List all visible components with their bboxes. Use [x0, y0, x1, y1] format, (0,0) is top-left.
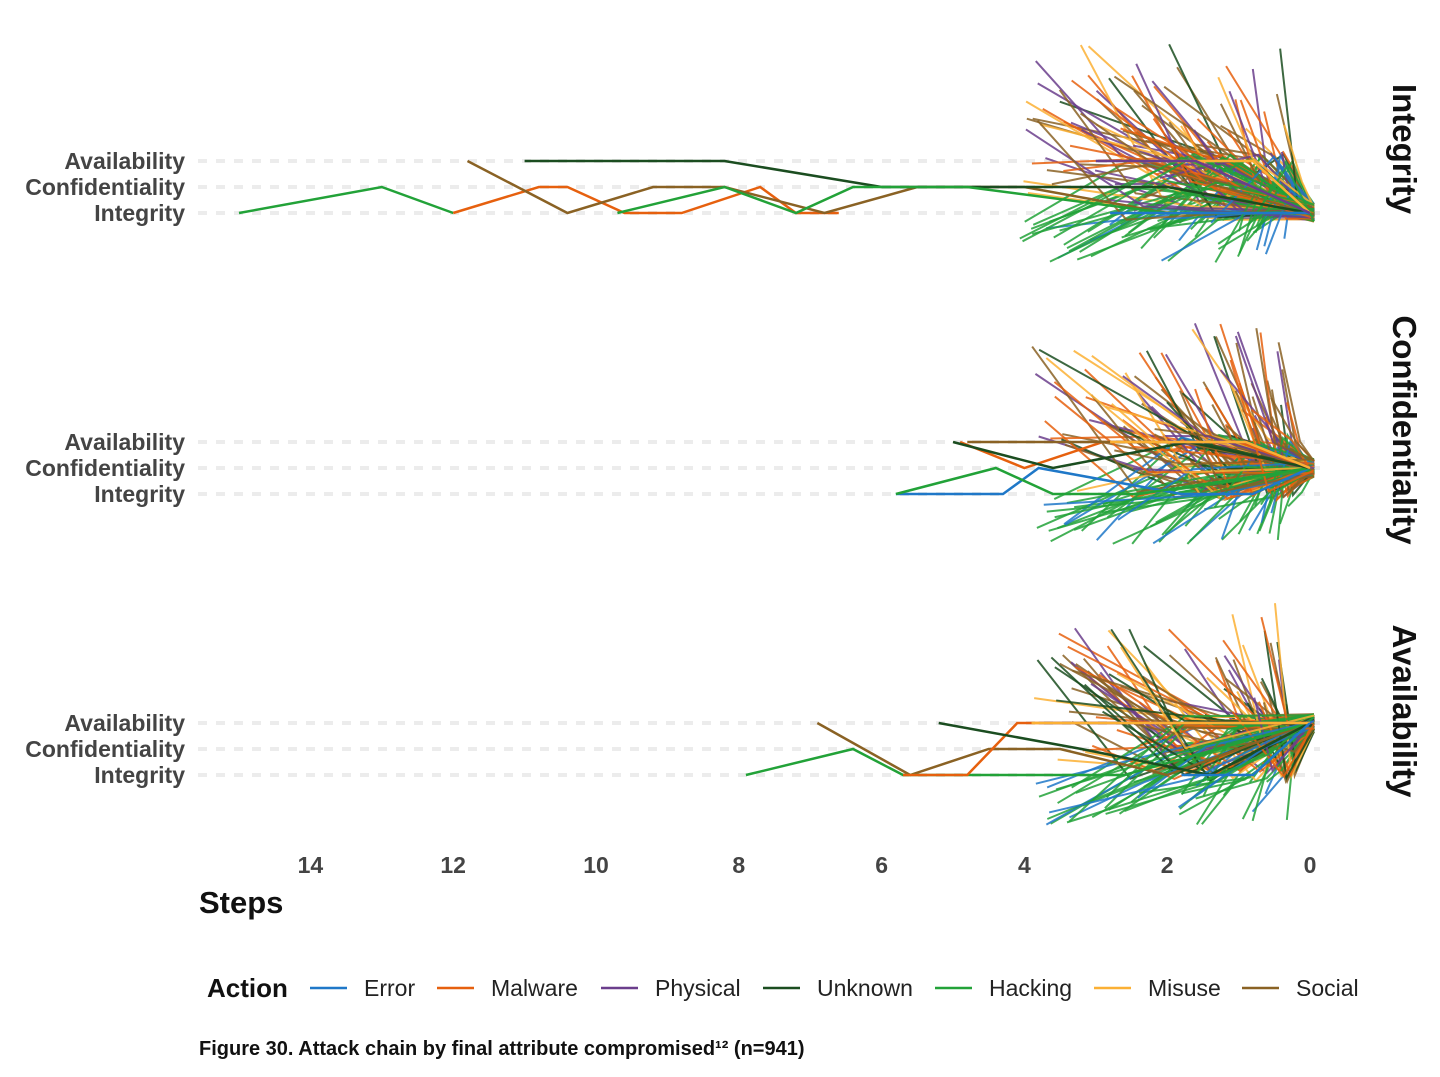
- chain-line-social: [1051, 163, 1315, 216]
- series-lines: [238, 43, 1315, 263]
- x-tick-label: 2: [1161, 852, 1174, 878]
- figure-caption: Figure 30. Attack chain by final attribu…: [199, 1038, 805, 1060]
- legend-item-physical: Physical: [601, 975, 741, 1001]
- y-label-confidentiality: Confidentiality: [25, 174, 185, 200]
- x-tick-label: 8: [732, 852, 745, 878]
- chain-line-hacking: [1131, 433, 1315, 545]
- legend-item-malware: Malware: [437, 975, 578, 1001]
- x-tick-label: 12: [440, 852, 466, 878]
- series-lines: [895, 323, 1315, 545]
- chain-line-hacking: [1053, 155, 1315, 239]
- chain-line-social: [1201, 426, 1315, 476]
- chain-line-misuse: [1045, 357, 1315, 474]
- chain-line-error: [1210, 155, 1315, 224]
- chain-line-social: [1059, 662, 1315, 731]
- chain-line-misuse: [1283, 124, 1315, 209]
- legend: Action Error Malware Physical Unknown Hacking…: [207, 973, 1359, 1003]
- x-tick-label: 10: [583, 852, 609, 878]
- chain-line-misuse: [1217, 76, 1315, 206]
- series-social: [816, 721, 1311, 777]
- y-label-availability: Availability: [64, 148, 185, 174]
- chain-line-hacking: [1068, 714, 1315, 823]
- series-lines: [745, 603, 1315, 826]
- series-malware: [452, 185, 839, 215]
- panel-strip-label: Confidentiality: [1386, 315, 1423, 545]
- y-label-integrity: Integrity: [94, 200, 185, 226]
- legend-title: Action: [207, 973, 288, 1003]
- legend-label: Misuse: [1148, 975, 1221, 1001]
- series-unknown: [952, 440, 1311, 470]
- chain-line-hacking: [1049, 181, 1315, 263]
- x-tick-label: 4: [1018, 852, 1031, 878]
- legend-label: Social: [1296, 975, 1359, 1001]
- chain-line-social: [1270, 397, 1315, 462]
- legend-item-social: Social: [1242, 975, 1359, 1001]
- series-hacking: [895, 466, 1311, 496]
- chain-line-error: [1117, 461, 1315, 521]
- x-tick-label: 14: [298, 852, 324, 878]
- chain-line-error: [1137, 720, 1315, 799]
- legend-label: Unknown: [817, 975, 913, 1001]
- chain-line-malware: [1251, 409, 1315, 476]
- chain-line-error: [1048, 717, 1315, 814]
- x-axis: 14 12 10 8 6 4 2 0: [298, 852, 1317, 878]
- series-hacking: [238, 185, 454, 215]
- chain-line-misuse: [1120, 646, 1315, 750]
- legend-label: Physical: [655, 975, 741, 1001]
- chain-line-malware: [1194, 388, 1315, 499]
- panel-strip-label: Integrity: [1386, 84, 1423, 215]
- legend-item-error: Error: [310, 975, 415, 1001]
- series-unknown: [938, 721, 1311, 777]
- x-axis-title: Steps: [199, 885, 283, 920]
- panel-strip-label: Availability: [1386, 624, 1423, 798]
- series-social: [466, 159, 1310, 215]
- y-label-confidentiality: Confidentiality: [25, 736, 185, 762]
- y-label-confidentiality: Confidentiality: [25, 455, 185, 481]
- legend-item-hacking: Hacking: [935, 975, 1072, 1001]
- series-error: [1181, 722, 1311, 777]
- series-physical: [1095, 159, 1311, 215]
- y-label-integrity: Integrity: [94, 762, 185, 788]
- legend-item-unknown: Unknown: [763, 975, 913, 1001]
- chain-line-malware: [1231, 711, 1315, 779]
- chain-line-social: [1255, 328, 1315, 462]
- y-label-availability: Availability: [64, 710, 185, 736]
- y-label-availability: Availability: [64, 429, 185, 455]
- legend-label: Error: [364, 975, 415, 1001]
- legend-label: Hacking: [989, 975, 1072, 1001]
- x-tick-label: 6: [875, 852, 888, 878]
- x-tick-label: 0: [1304, 852, 1317, 878]
- chain-line-malware: [1053, 381, 1315, 465]
- legend-label: Malware: [491, 975, 578, 1001]
- y-label-integrity: Integrity: [94, 481, 185, 507]
- chain-line-social: [1036, 119, 1315, 221]
- legend-item-misuse: Misuse: [1094, 975, 1221, 1001]
- chain-line-misuse: [1273, 603, 1315, 780]
- chain-line-unknown: [1263, 630, 1315, 781]
- series-misuse: [1110, 440, 1311, 470]
- chain-line-malware: [1229, 359, 1315, 493]
- chain-line-hacking: [1247, 165, 1315, 227]
- series-error: [895, 466, 1311, 496]
- chain-line-hacking: [1054, 468, 1315, 519]
- chain-line-malware: [1054, 395, 1315, 475]
